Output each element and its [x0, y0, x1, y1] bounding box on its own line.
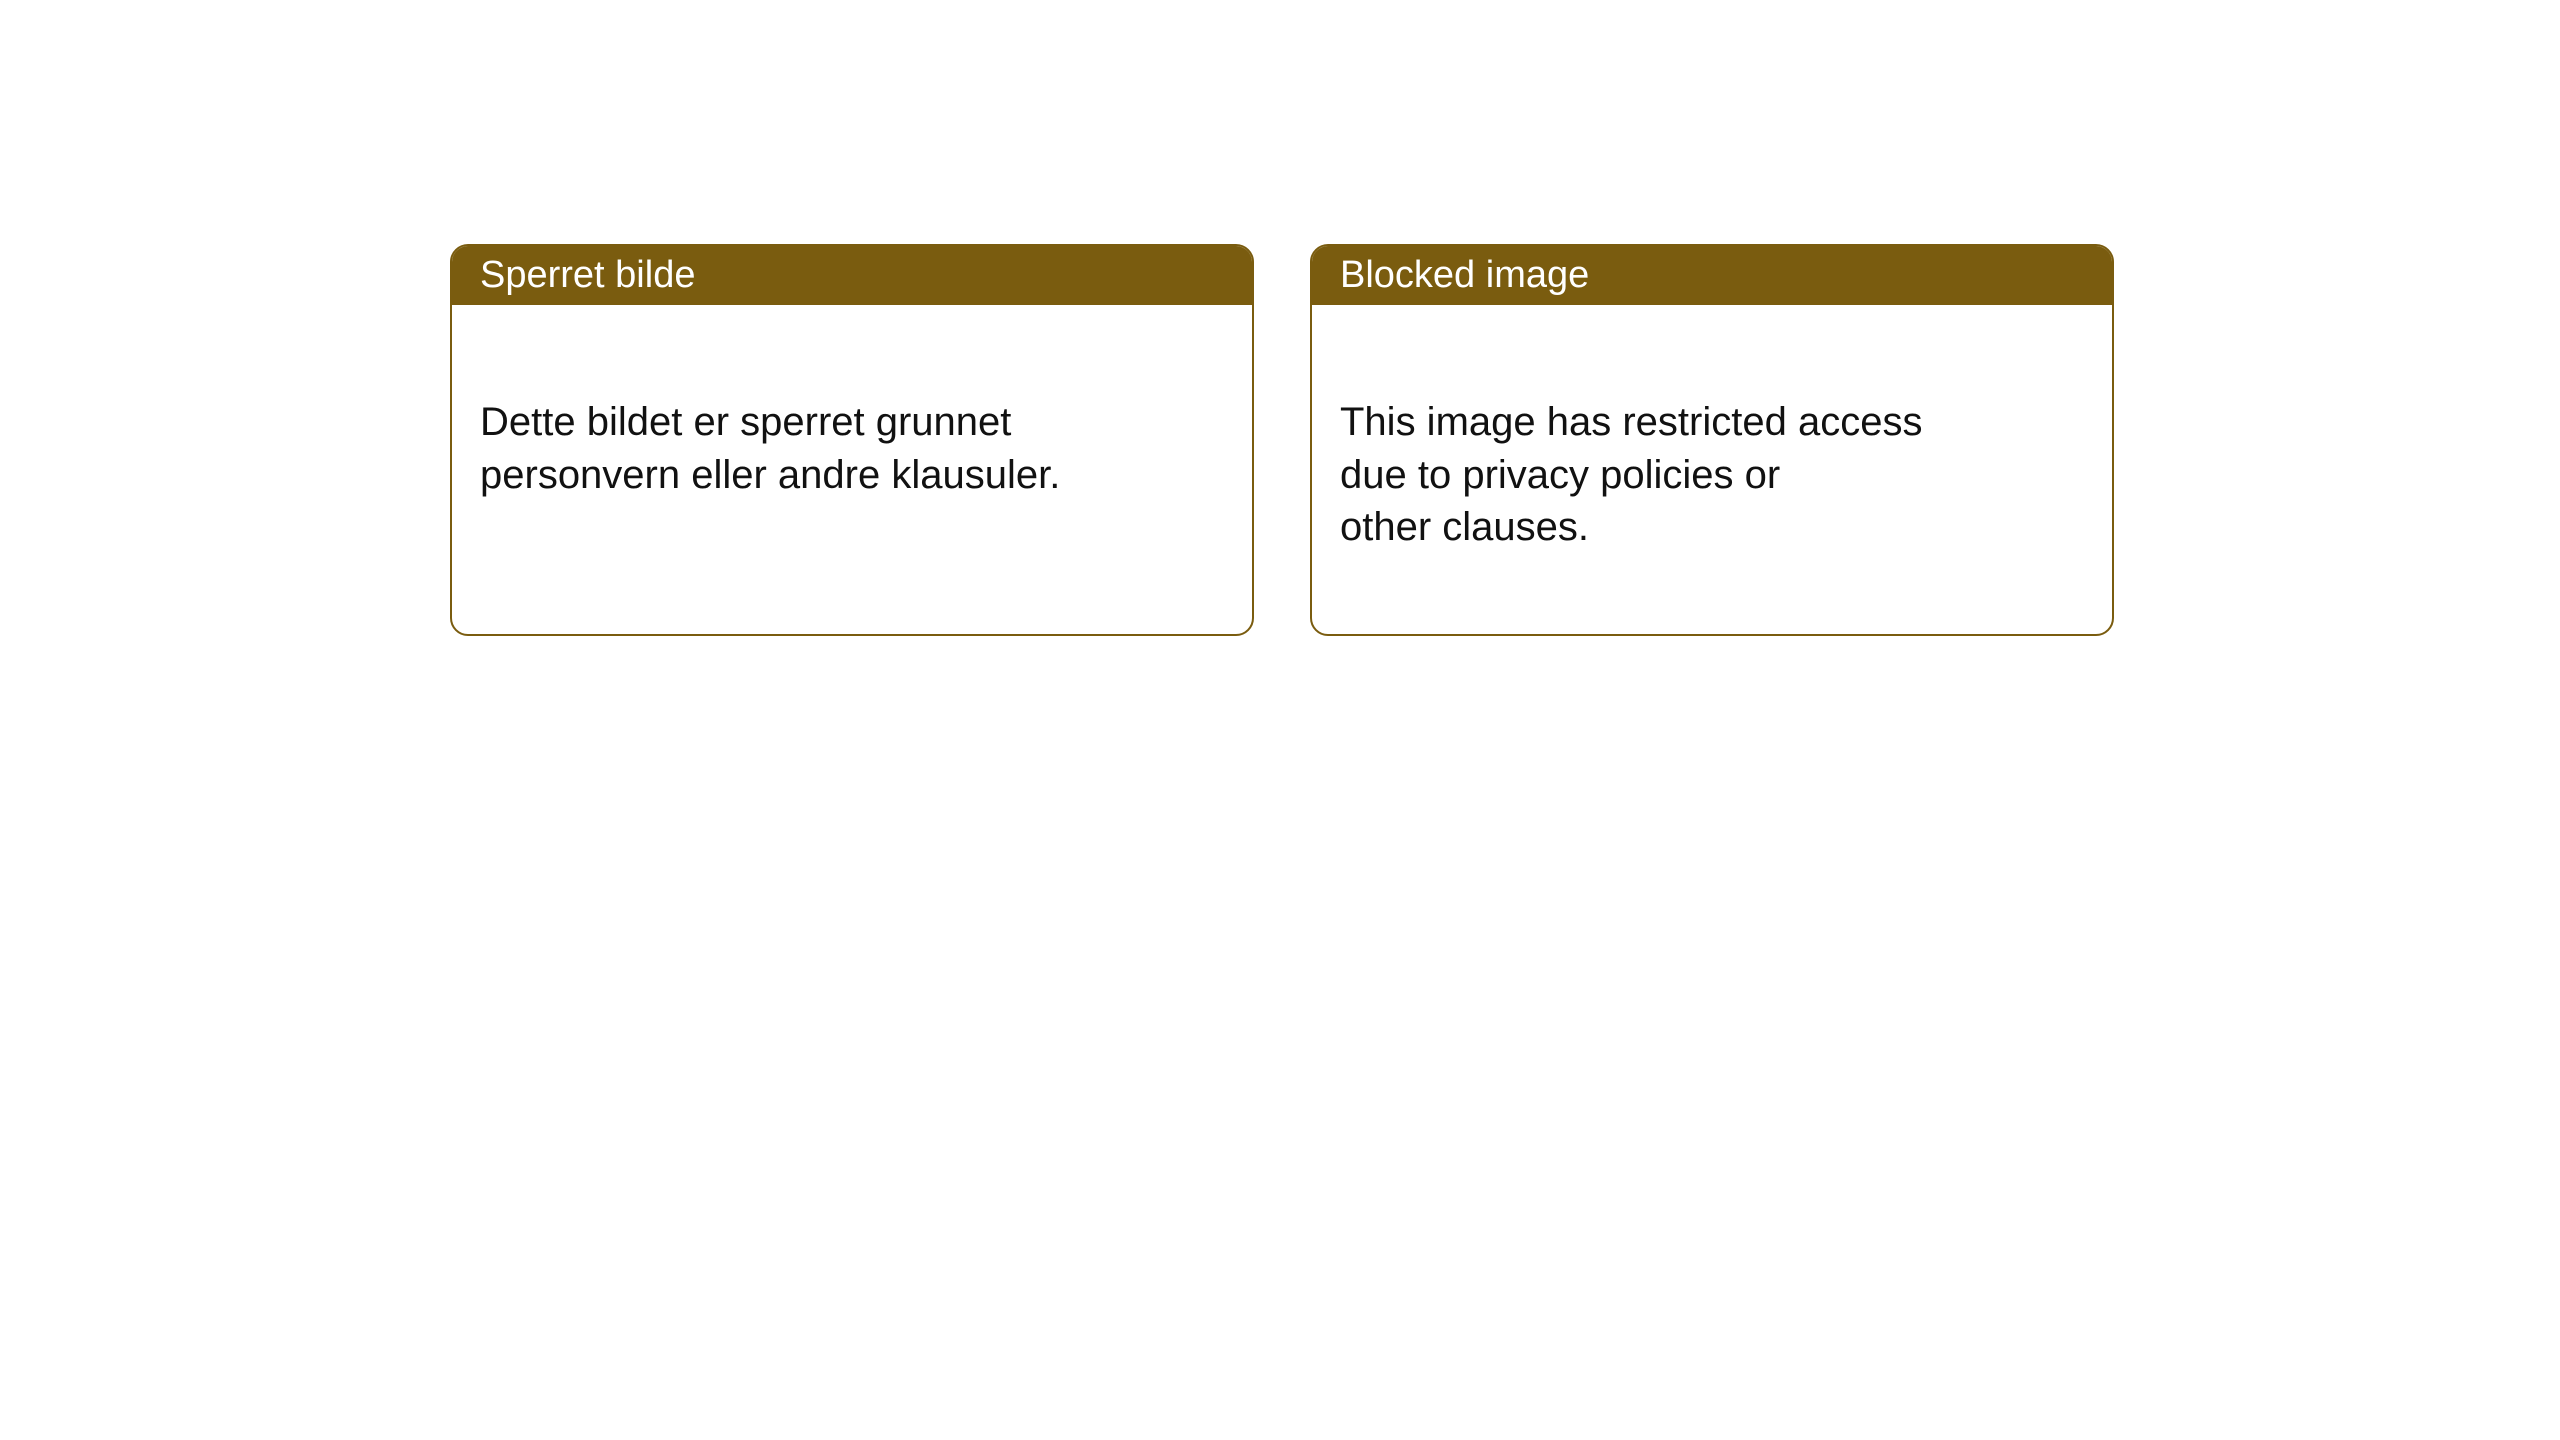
card-body-text: Dette bildet er sperret grunnet personve…: [480, 400, 1060, 497]
card-body-text: This image has restricted access due to …: [1340, 400, 1922, 550]
blocked-image-card-norwegian: Sperret bilde Dette bildet er sperret gr…: [450, 244, 1254, 636]
card-header: Sperret bilde: [452, 246, 1252, 305]
card-header-title: Blocked image: [1340, 254, 1589, 296]
card-header-title: Sperret bilde: [480, 254, 695, 296]
card-body: This image has restricted access due to …: [1312, 305, 2112, 634]
blocked-image-card-english: Blocked image This image has restricted …: [1310, 244, 2114, 636]
card-body: Dette bildet er sperret grunnet personve…: [452, 305, 1252, 581]
card-header: Blocked image: [1312, 246, 2112, 305]
card-container: Sperret bilde Dette bildet er sperret gr…: [0, 0, 2560, 636]
